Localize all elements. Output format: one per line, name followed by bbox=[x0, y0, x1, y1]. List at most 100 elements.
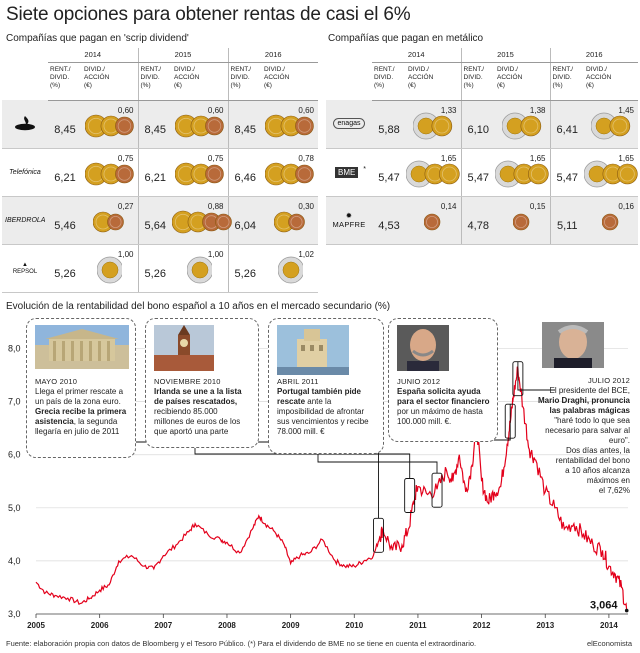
annotation-julio-2012: JULIO 2012 El presidente del BCE, Mario Dr… bbox=[536, 318, 634, 572]
table-row: Telefónica 6,21 0,75 6,21 0,75 6,46 0,78 bbox=[2, 148, 318, 197]
big-ben-photo bbox=[154, 325, 214, 371]
annotation-connector bbox=[517, 361, 555, 391]
last-value-label: 3,064 bbox=[590, 600, 618, 612]
coins-icon bbox=[277, 256, 304, 289]
rent-value: 5,47 bbox=[372, 148, 406, 197]
page-title: Siete opciones para obtener rentas de ca… bbox=[6, 4, 411, 25]
company-logo: Telefónica bbox=[2, 148, 48, 197]
x-tick-label: 2010 bbox=[345, 621, 363, 630]
rent-value: 6,41 bbox=[549, 100, 584, 149]
dividend-value: 0,75 bbox=[117, 153, 134, 163]
coins-icon bbox=[84, 112, 135, 145]
cash-year-2016: 2016 bbox=[549, 48, 638, 63]
cash-year-2015: 2015 bbox=[460, 48, 550, 63]
annotation-date: JUNIO 2012 bbox=[397, 377, 441, 386]
y-tick-label: 6,0 bbox=[8, 450, 21, 460]
y-tick-label: 7,0 bbox=[8, 397, 21, 407]
dividend-value: 0,75 bbox=[207, 153, 224, 163]
x-tick-label: 2011 bbox=[409, 621, 427, 630]
dividend-value: 0,15 bbox=[529, 201, 546, 211]
rent-value: 4,78 bbox=[460, 196, 495, 245]
scrip-year-2014: 2014 bbox=[48, 48, 138, 63]
dividend-cell: 0,60 bbox=[172, 100, 228, 149]
dividend-cell: 0,60 bbox=[262, 100, 318, 149]
company-logo bbox=[2, 100, 48, 149]
table-row: ▲ REPSOL 5,26 1,00 5,26 1,00 5,26 1,02 bbox=[2, 244, 318, 293]
rent-value: 5,11 bbox=[549, 196, 584, 245]
dividend-value: 1,00 bbox=[207, 249, 224, 259]
dividend-cell: 1,38 bbox=[495, 100, 550, 149]
dividend-cell: 0,60 bbox=[82, 100, 138, 149]
dividend-value: 0,30 bbox=[298, 201, 314, 211]
x-tick-label: 2014 bbox=[600, 621, 618, 630]
coins-icon bbox=[501, 112, 542, 145]
rent-value: 5,64 bbox=[137, 196, 172, 245]
y-tick-label: 8,0 bbox=[8, 344, 21, 354]
rent-value: 5,88 bbox=[372, 100, 406, 149]
rent-value: 5,26 bbox=[137, 244, 172, 293]
belem-tower-photo bbox=[277, 325, 349, 375]
annotation-connector bbox=[317, 446, 438, 474]
coins-icon bbox=[405, 160, 460, 193]
dividend-cell: 0,30 bbox=[262, 196, 318, 245]
annotation-date: ABRIL 2011 bbox=[277, 377, 319, 386]
dividend-cell: 0,16 bbox=[584, 196, 638, 245]
annotation-abril-2011: ABRIL 2011 Portugal también pide rescate a… bbox=[268, 318, 384, 454]
dividend-cell: 1,45 bbox=[584, 100, 638, 149]
rent-value: 6,21 bbox=[137, 148, 172, 197]
annotation-noviembre-2010: NOVIEMBRE 2010 Irlanda se une a la lista d… bbox=[145, 318, 259, 448]
dividend-cell: 1,33 bbox=[406, 100, 461, 149]
dividend-cell: 0,14 bbox=[406, 196, 461, 245]
coins-icon bbox=[171, 208, 234, 241]
coins-icon bbox=[590, 112, 631, 145]
bond-yield-chart: 3,0 4,0 5,0 6,0 7,0 8,0 2005 2006 2007 2008 2009 20… bbox=[8, 344, 629, 630]
dividend-cell: 1,65 bbox=[405, 148, 461, 197]
coins-icon bbox=[186, 256, 214, 289]
dividend-value: 1,65 bbox=[440, 153, 457, 163]
yield-series-line bbox=[35, 366, 628, 611]
col-header-rent: RENT./DIVID. (%) bbox=[227, 62, 262, 101]
col-header-div: DIVID./ACCIÓN (€) bbox=[584, 62, 638, 101]
draghi-photo bbox=[542, 322, 604, 368]
credit: elEconomista bbox=[586, 639, 632, 648]
rent-value: 5,47 bbox=[549, 148, 584, 197]
x-tick-label: 2007 bbox=[154, 621, 172, 630]
dividend-value: 0,60 bbox=[117, 105, 134, 115]
y-tick-label: 3,0 bbox=[8, 609, 21, 619]
x-tick-label: 2013 bbox=[536, 621, 554, 630]
coins-icon bbox=[264, 160, 315, 193]
dividend-value: 1,45 bbox=[618, 105, 634, 115]
annotation-date: JULIO 2012 bbox=[587, 376, 630, 385]
dividend-value: 0,60 bbox=[207, 105, 224, 115]
dividend-cell: 1,00 bbox=[82, 244, 138, 293]
coins-icon bbox=[601, 208, 620, 241]
cash-table: 2014 2015 2016 RENT./DIVID. (%) DIVID./ACC… bbox=[326, 48, 638, 245]
scrip-subtitle: Compañías que pagan en 'scrip dividend' bbox=[6, 33, 189, 44]
dividend-cell: 1,65 bbox=[494, 148, 550, 197]
col-header-div: DIVID./ACCIÓN (€) bbox=[82, 62, 138, 101]
table-row: BME * 5,47 1,65 5,47 1,65 5,47 1,65 bbox=[326, 148, 638, 197]
table-row: ✹ MAPFRE 4,53 0,14 4,78 0,15 5,11 0,16 bbox=[326, 196, 638, 245]
x-tick-label: 2009 bbox=[282, 621, 300, 630]
col-header-rent: RENT./DIVID. (%) bbox=[137, 62, 172, 101]
dividend-cell: 0,15 bbox=[495, 196, 550, 245]
col-header-div: DIVID./ACCIÓN (€) bbox=[172, 62, 228, 101]
dividend-value: 0,88 bbox=[207, 201, 224, 211]
rent-value: 4,53 bbox=[372, 196, 406, 245]
dividend-value: 0,14 bbox=[440, 201, 457, 211]
coins-icon bbox=[84, 160, 135, 193]
rent-value: 8,45 bbox=[227, 100, 262, 149]
dividend-cell: 0,88 bbox=[171, 196, 232, 245]
chart-subtitle: Evolución de la rentabilidad del bono es… bbox=[6, 301, 391, 312]
scrip-year-2016: 2016 bbox=[227, 48, 318, 63]
rajoy-photo bbox=[397, 325, 449, 371]
cash-year-2014: 2014 bbox=[372, 48, 461, 63]
scrip-year-2015: 2015 bbox=[137, 48, 228, 63]
coins-icon bbox=[264, 112, 315, 145]
coins-icon bbox=[92, 208, 126, 241]
annotation-mayo-2010: MAYO 2010 Llega el primer rescate a un paí… bbox=[26, 318, 136, 458]
col-header-rent: RENT./DIVID. (%) bbox=[460, 62, 495, 101]
dividend-cell: 1,65 bbox=[583, 148, 638, 197]
col-header-rent: RENT./DIVID. (%) bbox=[48, 62, 82, 101]
x-tick-label: 2006 bbox=[91, 621, 109, 630]
